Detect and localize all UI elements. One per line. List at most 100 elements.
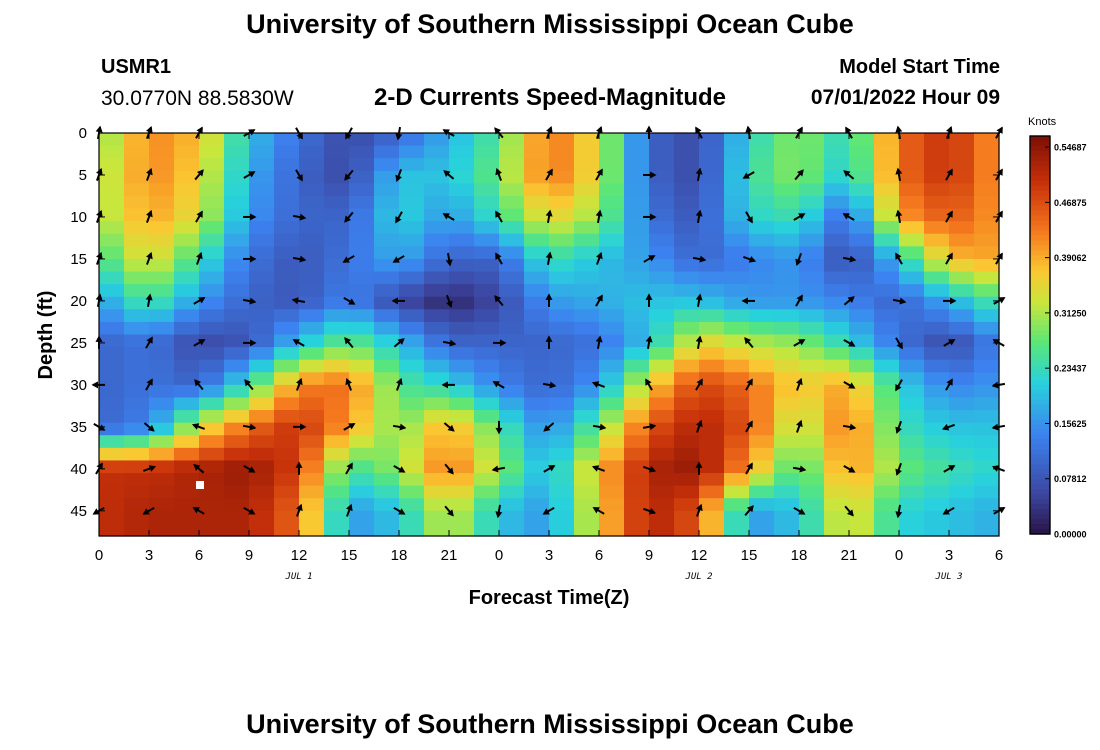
heatmap-cell [549,145,575,159]
heatmap-cell [499,334,525,348]
heatmap-cell [499,258,525,273]
heatmap-cell [974,271,1000,285]
current-arrow [844,505,854,517]
heatmap-cell [849,410,875,424]
heatmap-cell [99,221,125,235]
heatmap-cell [349,258,375,273]
heatmap-cell [574,258,600,273]
heatmap-cell [799,359,825,373]
colorbar-band [1030,519,1050,525]
heatmap-cell [699,195,725,210]
heatmap-cell [699,523,725,537]
heatmap-cell [349,473,375,487]
heatmap-cell [799,246,825,260]
heatmap-cell [399,410,425,424]
current-arrow [892,297,907,305]
y-tick-label: 20 [70,293,87,310]
heatmap-cell [199,233,225,247]
heatmap-cell [499,397,525,411]
heatmap-cell [699,233,725,247]
heatmap-cell [774,158,800,172]
heatmap-cell [949,170,975,184]
heatmap-cell [449,460,475,474]
heatmap-cell [749,221,775,235]
colorbar-band [1030,464,1050,470]
heatmap-cell [749,334,775,348]
heatmap-cell [524,347,550,361]
current-arrow [442,339,457,347]
heatmap-cell [349,208,375,222]
heatmap-cell [199,183,225,197]
heatmap-cell [224,233,250,247]
heatmap-cell [299,473,325,487]
heatmap-cell [274,397,300,411]
current-arrow [696,503,703,517]
heatmap-cell [449,485,475,499]
heatmap-cell [624,258,650,273]
heatmap-cell [799,510,825,525]
heatmap-cell [224,372,250,386]
heatmap-cell [949,133,975,147]
heatmap-cell [149,271,175,285]
heatmap-cell [799,523,825,537]
current-arrow [695,293,703,307]
heatmap-cell [149,498,175,512]
heatmap-cell [249,233,275,247]
heatmap-cell [799,460,825,474]
heatmap-cell [674,284,700,298]
heatmap-cell [99,435,125,449]
current-arrow [792,465,807,473]
heatmap-cell [299,145,325,159]
current-arrow [292,339,305,347]
heatmap-cell [374,523,400,537]
heatmap-cell [324,498,350,512]
heatmap-cell [774,397,800,411]
heatmap-cell [474,485,500,499]
heatmap-cell [174,359,200,373]
colorbar-unit: Knots [1028,116,1057,128]
heatmap-cell [924,334,950,348]
heatmap-cell [349,321,375,336]
heatmap-cell [524,435,550,449]
colorbar-band [1030,170,1050,177]
heatmap-cell [724,410,750,424]
heatmap-cell [924,523,950,537]
heatmap-cell [149,447,175,462]
heatmap-cell [549,384,575,399]
heatmap-cell [899,523,925,537]
heatmap-cell [524,485,550,499]
current-arrow [741,297,755,305]
heatmap-cell [599,309,625,323]
heatmap-cell [374,246,400,260]
heatmap-cell [924,384,950,399]
heatmap-cell [974,372,1000,386]
current-arrow [143,465,157,472]
heatmap-cell [774,460,800,474]
heatmap-cell [649,372,675,386]
heatmap-cell [724,498,750,512]
heatmap-cell [674,258,700,273]
heatmap-cell [124,473,150,487]
current-arrow [543,422,555,432]
heatmap-cell [449,347,475,361]
heatmap-cell [574,170,600,184]
y-tick-label: 10 [70,209,87,226]
heatmap-cell [824,473,850,487]
heatmap-cell [324,359,350,373]
heatmap-cell [774,221,800,235]
heatmap-cell [549,309,575,323]
heatmap-cell [924,284,950,298]
heatmap-cell [399,485,425,499]
colorbar-band [1030,180,1050,187]
heatmap-cell [549,284,575,298]
x-tick-label: 0 [895,547,903,564]
date-label: JUL 3 [934,572,962,582]
heatmap-cell [99,309,125,323]
station-marker [196,481,204,489]
heatmap-cell [449,422,475,436]
heatmap-cell [949,233,975,247]
heatmap-cell [299,498,325,512]
heatmap-cell [199,170,225,184]
heatmap-cell [224,208,250,222]
heatmap-cell [274,473,300,487]
